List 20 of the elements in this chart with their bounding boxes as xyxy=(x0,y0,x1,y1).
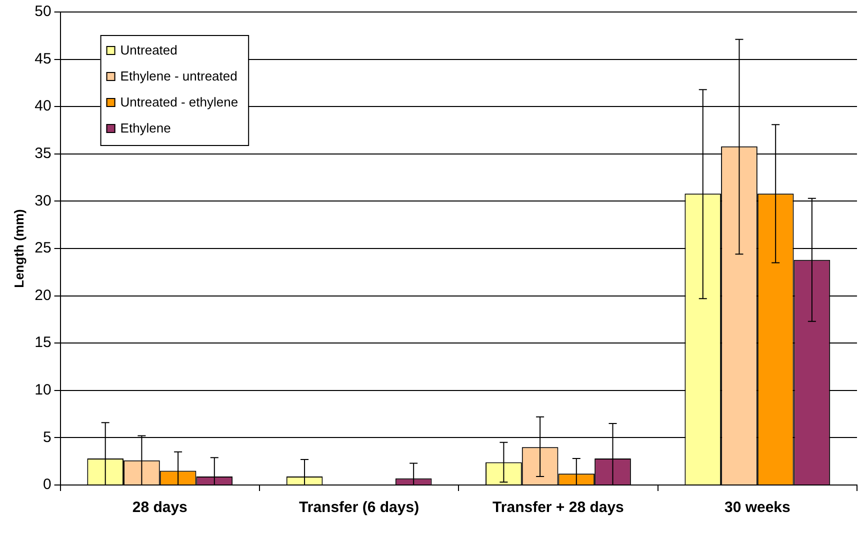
y-axis-title: Length (mm) xyxy=(11,209,26,288)
x-tick-label: 28 days xyxy=(132,499,188,516)
y-tick-label: 50 xyxy=(34,3,52,20)
legend-label: Ethylene xyxy=(120,120,171,136)
x-tick-label: 30 weeks xyxy=(724,499,790,516)
legend-label: Ethylene - untreated xyxy=(120,68,238,84)
y-tick-label: 25 xyxy=(34,240,52,257)
y-tick-label: 0 xyxy=(42,476,52,494)
y-tick-label: 35 xyxy=(34,145,52,162)
y-tick-label: 30 xyxy=(34,192,52,210)
y-tick-label: 40 xyxy=(34,98,52,115)
y-tick-label: 5 xyxy=(42,428,52,446)
x-tick-label: Transfer (6 days) xyxy=(299,499,420,516)
y-tick-label: 45 xyxy=(34,50,52,68)
legend-label: Untreated - ethylene xyxy=(120,94,238,110)
x-tick-label: Transfer + 28 days xyxy=(492,499,624,516)
legend-label: Untreated xyxy=(120,42,178,58)
y-tick-label: 20 xyxy=(34,286,52,304)
y-tick-label: 10 xyxy=(34,382,52,399)
y-tick-label: 15 xyxy=(34,334,52,352)
